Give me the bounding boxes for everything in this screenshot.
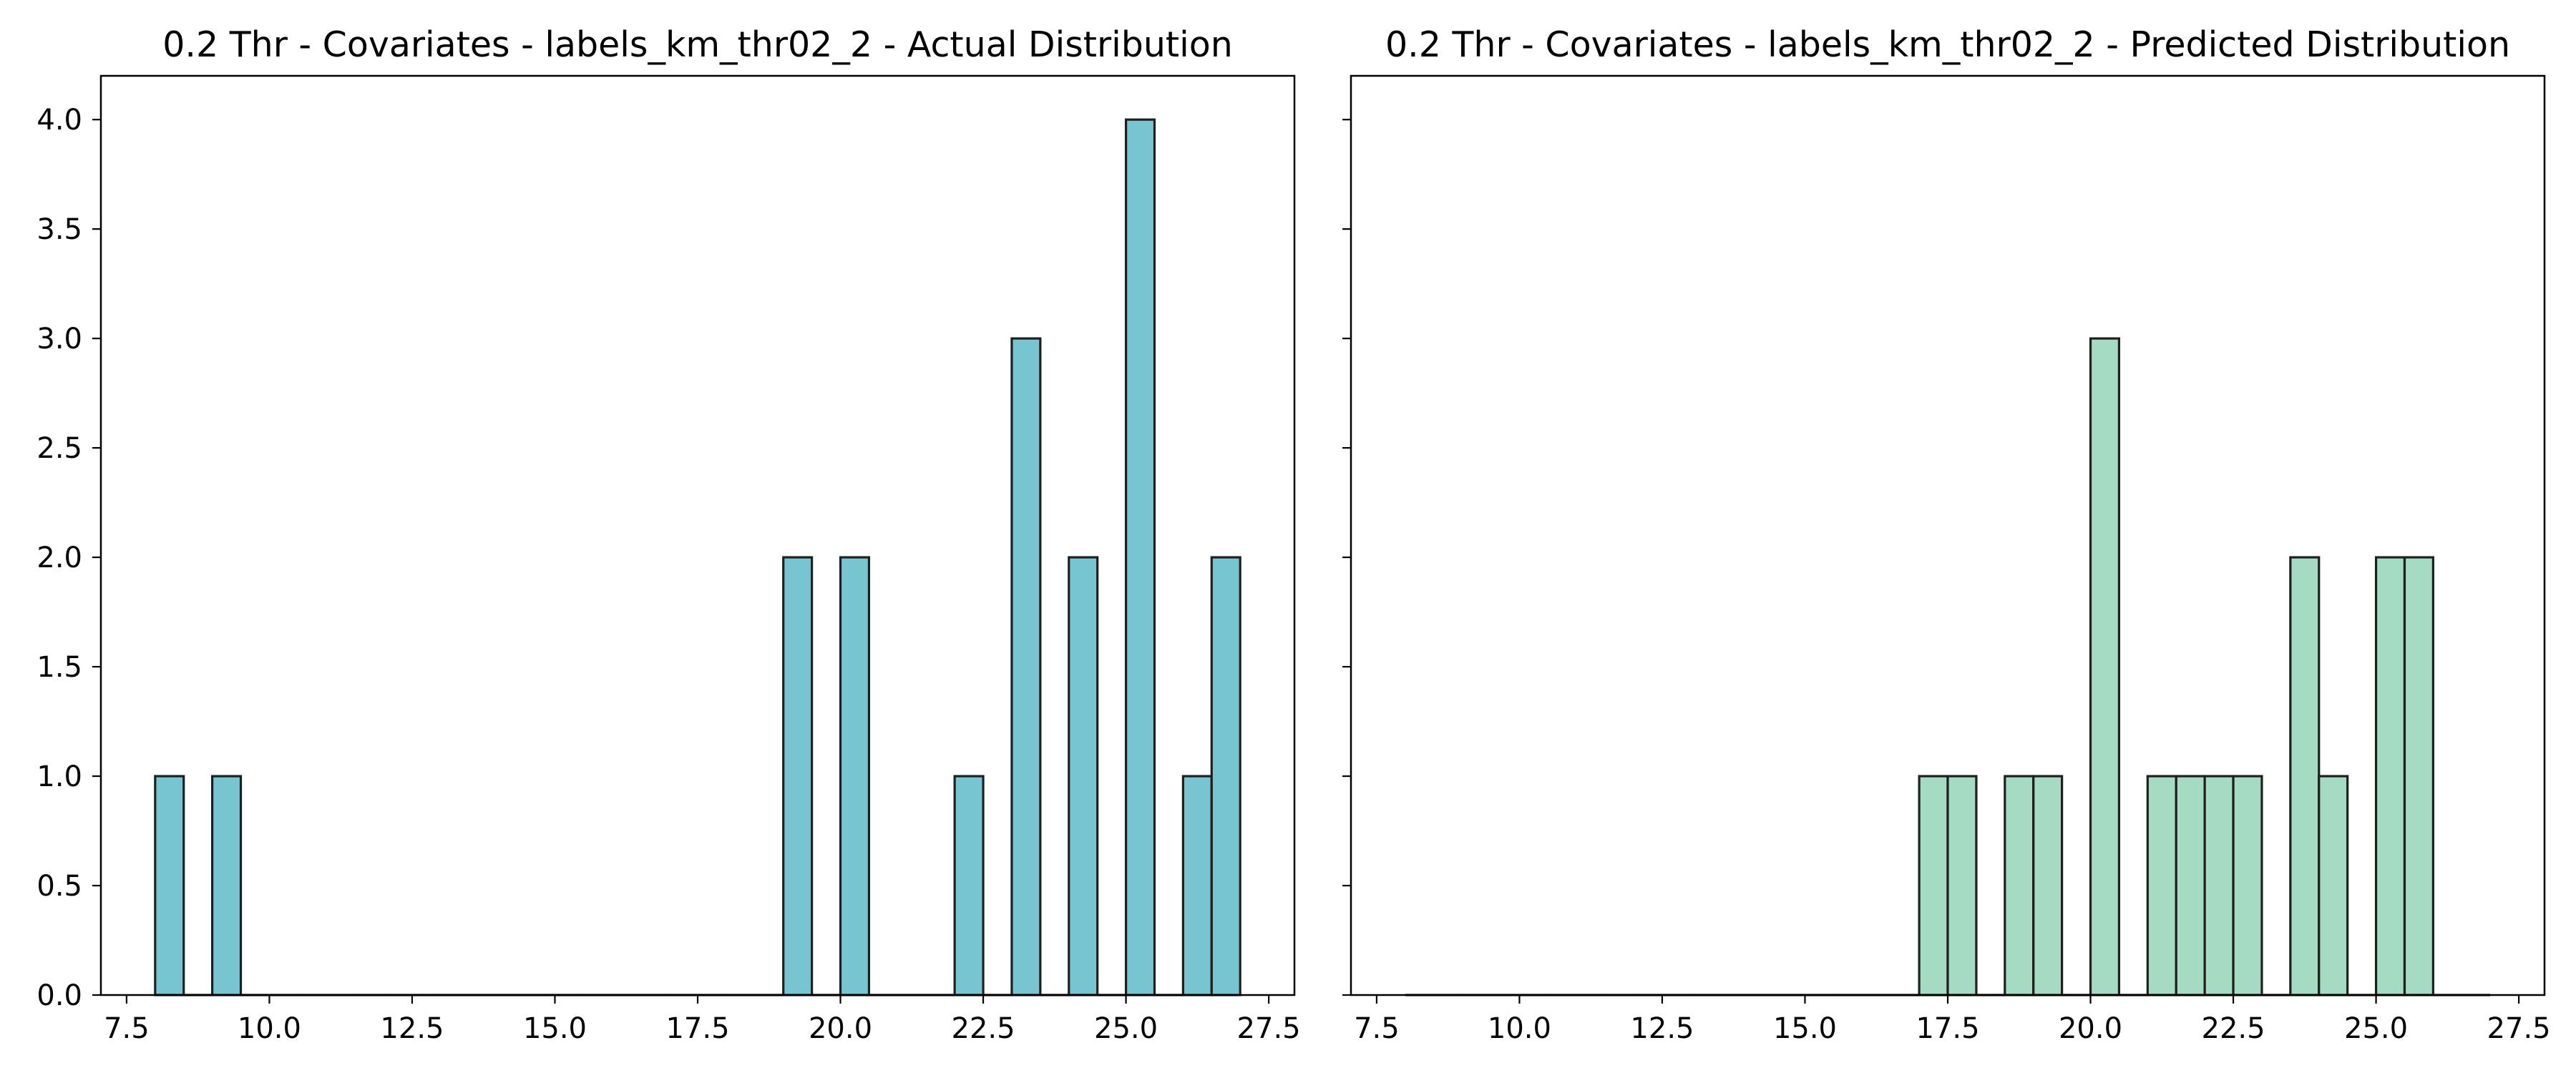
- histogram-bar: [1010, 337, 1042, 996]
- histogram-bar: [953, 775, 985, 996]
- x-tick-label: 12.5: [1630, 1012, 1694, 1045]
- bar-group: [1405, 337, 2491, 996]
- histogram-bar: [1181, 775, 1213, 996]
- x-tick-label: 27.5: [1237, 1012, 1301, 1045]
- histogram-bar: [1124, 118, 1156, 996]
- histogram-bar: [2203, 775, 2235, 996]
- histogram-bar: [839, 556, 871, 996]
- x-tick-label: 25.0: [1094, 1012, 1158, 1045]
- x-tick-label: 20.0: [2059, 1012, 2122, 1045]
- y-tick-label: 2.5: [36, 432, 82, 465]
- histogram-panel-2: 7.5 10.0 12.5 15.0 17.5 20.0 22.5 25.0 27.5 0.2 T…: [1342, 24, 2551, 1045]
- histogram-bar: [2175, 775, 2206, 996]
- histogram-bar: [782, 556, 814, 996]
- y-tick-label: 1.0: [36, 760, 82, 793]
- histogram-bar: [2403, 556, 2434, 996]
- histogram-panel-1: 7.5 10.0 12.5 15.0 17.5 20.0 22.5 25.0 27.5 0.0 0.…: [36, 24, 1300, 1045]
- histogram-bar: [2032, 775, 2064, 996]
- x-tick-label: 17.5: [1916, 1012, 1979, 1045]
- y-tick-label: 0.0: [36, 979, 82, 1012]
- x-tick-label: 10.0: [238, 1012, 301, 1045]
- x-tick-label: 15.0: [1773, 1012, 1837, 1045]
- chart-title: 0.2 Thr - Covariates - labels_km_thr02_2…: [1385, 24, 2510, 65]
- y-tick-label: 4.0: [36, 104, 82, 137]
- x-tick-label: 7.5: [104, 1012, 150, 1045]
- histogram-bar: [2318, 775, 2349, 996]
- histogram-bar: [2374, 556, 2406, 996]
- histogram-bar: [1068, 556, 1099, 996]
- y-tick-label: 2.0: [36, 542, 82, 574]
- y-tick-label: 0.5: [36, 870, 82, 903]
- x-tick-label: 12.5: [380, 1012, 444, 1045]
- x-tick-label: 25.0: [2344, 1012, 2408, 1045]
- histogram-bar: [1946, 775, 1978, 996]
- y-tick-label: 3.5: [36, 213, 82, 246]
- x-tick-label: 10.0: [1488, 1012, 1551, 1045]
- histogram-bar: [211, 775, 243, 996]
- x-tick-label: 27.5: [2487, 1012, 2551, 1045]
- histogram-bar: [1918, 775, 1949, 996]
- histogram-bar: [154, 775, 185, 996]
- x-tick-label: 22.5: [952, 1012, 1015, 1045]
- x-tick-label: 17.5: [665, 1012, 729, 1045]
- bar-group: [154, 118, 1241, 996]
- histogram-bar: [2232, 775, 2263, 996]
- histogram-bar: [2089, 337, 2121, 996]
- x-tick-label: 20.0: [809, 1012, 872, 1045]
- y-tick-label: 1.5: [36, 651, 82, 684]
- x-tick-label: 7.5: [1354, 1012, 1400, 1045]
- histogram-bar: [2146, 775, 2177, 996]
- axes-frame: [99, 74, 1296, 996]
- histogram-bar: [2004, 775, 2035, 996]
- histogram-bar: [1210, 556, 1241, 996]
- histogram-bar: [2289, 556, 2321, 996]
- x-tick-label: 15.0: [523, 1012, 587, 1045]
- chart-title: 0.2 Thr - Covariates - labels_km_thr02_2…: [162, 24, 1233, 65]
- y-tick-label: 3.0: [36, 323, 82, 356]
- x-tick-label: 22.5: [2202, 1012, 2265, 1045]
